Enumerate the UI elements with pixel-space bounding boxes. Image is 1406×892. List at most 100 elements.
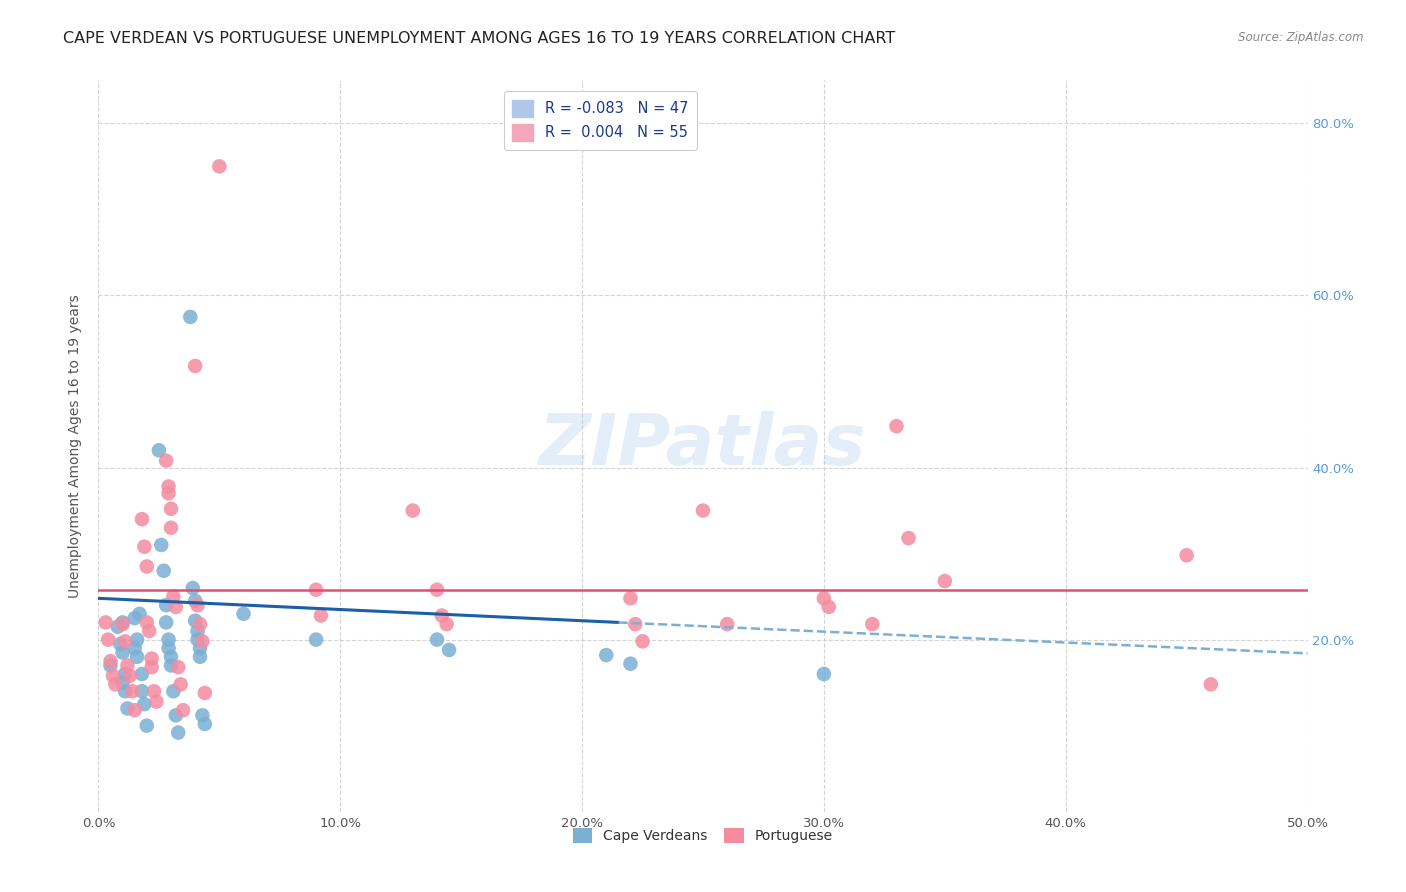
Point bbox=[191, 708, 214, 723]
Point bbox=[145, 695, 167, 709]
Point bbox=[817, 599, 839, 614]
Point bbox=[184, 594, 207, 608]
Legend: Cape Verdeans, Portuguese: Cape Verdeans, Portuguese bbox=[567, 822, 839, 848]
Point bbox=[104, 677, 127, 691]
Point bbox=[619, 657, 641, 671]
Point bbox=[194, 686, 217, 700]
Point bbox=[157, 632, 180, 647]
Point bbox=[157, 641, 180, 656]
Point bbox=[897, 531, 920, 545]
Point bbox=[160, 658, 183, 673]
Point bbox=[148, 443, 170, 458]
Point bbox=[169, 677, 191, 691]
Point bbox=[188, 641, 211, 656]
Point bbox=[437, 643, 460, 657]
Point bbox=[208, 159, 231, 173]
Point bbox=[111, 617, 134, 632]
Point bbox=[165, 708, 187, 723]
Point bbox=[426, 582, 449, 597]
Point bbox=[595, 648, 617, 662]
Point bbox=[160, 521, 183, 535]
Point bbox=[934, 574, 956, 588]
Point bbox=[143, 684, 166, 698]
Point bbox=[108, 637, 131, 651]
Point bbox=[232, 607, 254, 621]
Point bbox=[716, 617, 738, 632]
Point bbox=[305, 632, 328, 647]
Point bbox=[131, 512, 153, 526]
Point bbox=[111, 646, 134, 660]
Point bbox=[131, 667, 153, 681]
Point bbox=[179, 310, 201, 324]
Point bbox=[181, 581, 204, 595]
Point bbox=[157, 486, 180, 500]
Point bbox=[117, 658, 139, 673]
Point bbox=[426, 632, 449, 647]
Point bbox=[1175, 549, 1198, 563]
Point bbox=[100, 654, 122, 668]
Point bbox=[813, 667, 835, 681]
Point bbox=[124, 703, 146, 717]
Point bbox=[402, 503, 425, 517]
Point bbox=[135, 719, 157, 733]
Point bbox=[155, 453, 177, 467]
Text: Source: ZipAtlas.com: Source: ZipAtlas.com bbox=[1239, 31, 1364, 45]
Point bbox=[127, 649, 149, 664]
Point bbox=[157, 479, 180, 493]
Point bbox=[135, 559, 157, 574]
Text: CAPE VERDEAN VS PORTUGUESE UNEMPLOYMENT AMONG AGES 16 TO 19 YEARS CORRELATION CH: CAPE VERDEAN VS PORTUGUESE UNEMPLOYMENT … bbox=[63, 31, 896, 46]
Point bbox=[135, 615, 157, 630]
Point bbox=[114, 684, 136, 698]
Point bbox=[191, 634, 214, 648]
Point bbox=[194, 717, 217, 731]
Point bbox=[624, 617, 647, 632]
Point bbox=[111, 675, 134, 690]
Text: ZIPatlas: ZIPatlas bbox=[540, 411, 866, 481]
Point bbox=[101, 669, 124, 683]
Point bbox=[184, 614, 207, 628]
Point bbox=[100, 658, 122, 673]
Point bbox=[1199, 677, 1222, 691]
Point bbox=[111, 615, 134, 630]
Point bbox=[127, 632, 149, 647]
Point bbox=[430, 608, 453, 623]
Point bbox=[107, 620, 129, 634]
Point bbox=[436, 617, 458, 632]
Point bbox=[160, 649, 183, 664]
Point bbox=[117, 701, 139, 715]
Point bbox=[124, 641, 146, 656]
Point bbox=[813, 591, 835, 606]
Point bbox=[121, 684, 143, 698]
Point bbox=[114, 667, 136, 681]
Point bbox=[134, 697, 156, 711]
Point bbox=[138, 624, 160, 638]
Point bbox=[631, 634, 654, 648]
Point bbox=[114, 634, 136, 648]
Point bbox=[118, 669, 141, 683]
Point bbox=[184, 359, 207, 373]
Point bbox=[860, 617, 883, 632]
Point bbox=[162, 590, 184, 604]
Point bbox=[309, 608, 332, 623]
Point bbox=[886, 419, 908, 434]
Point bbox=[187, 624, 209, 638]
Point bbox=[167, 725, 190, 739]
Point bbox=[167, 660, 190, 674]
Y-axis label: Unemployment Among Ages 16 to 19 years: Unemployment Among Ages 16 to 19 years bbox=[69, 294, 83, 598]
Point bbox=[165, 599, 187, 614]
Point bbox=[188, 617, 211, 632]
Point bbox=[187, 632, 209, 647]
Point bbox=[150, 538, 173, 552]
Point bbox=[141, 660, 163, 674]
Point bbox=[162, 684, 184, 698]
Point bbox=[131, 684, 153, 698]
Point bbox=[187, 598, 209, 612]
Point bbox=[128, 607, 150, 621]
Point bbox=[134, 540, 156, 554]
Point bbox=[188, 649, 211, 664]
Point bbox=[141, 651, 163, 665]
Point bbox=[152, 564, 174, 578]
Point bbox=[155, 598, 177, 612]
Point bbox=[160, 501, 183, 516]
Point bbox=[692, 503, 714, 517]
